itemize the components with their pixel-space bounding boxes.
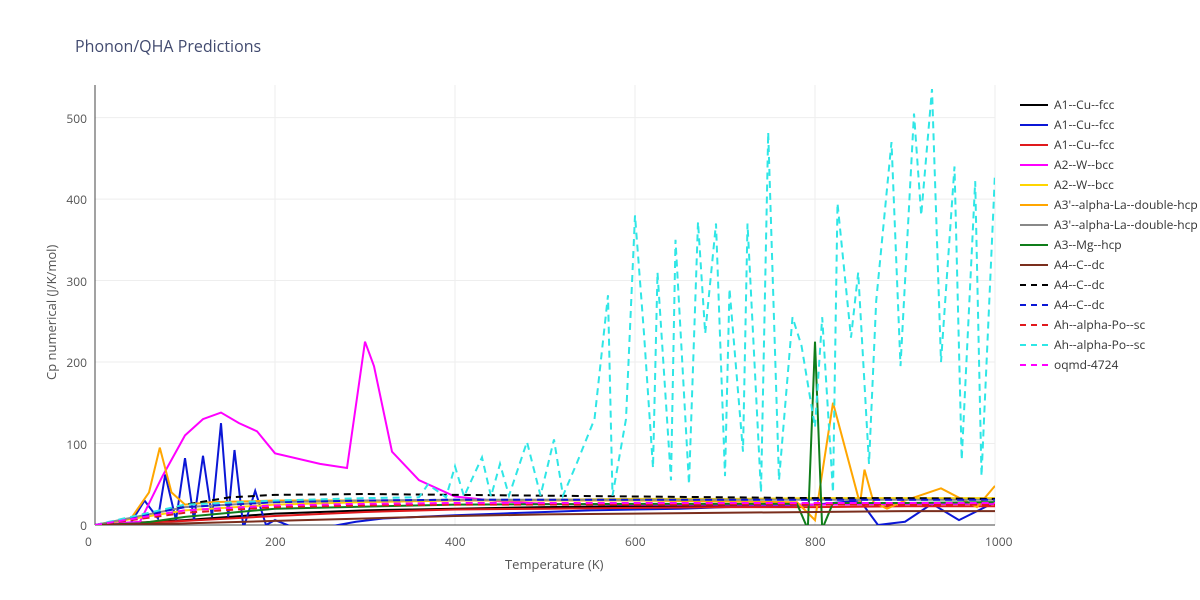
legend-item[interactable]: A1--Cu--fcc: [1020, 135, 1198, 155]
y-tick-label: 200: [66, 354, 87, 371]
legend-item[interactable]: Ah--alpha-Po--sc: [1020, 315, 1198, 335]
legend-item[interactable]: A3'--alpha-La--double-hcp: [1020, 195, 1198, 215]
legend-label: A2--W--bcc: [1054, 155, 1114, 175]
legend-swatch: [1020, 304, 1048, 307]
legend-swatch: [1020, 184, 1048, 187]
legend-swatch: [1020, 324, 1048, 327]
y-tick-label: 400: [66, 191, 87, 208]
y-tick-label: 100: [66, 436, 87, 453]
legend-label: A1--Cu--fcc: [1054, 115, 1114, 135]
legend-item[interactable]: A2--W--bcc: [1020, 175, 1198, 195]
legend-item[interactable]: A2--W--bcc: [1020, 155, 1198, 175]
legend-swatch: [1020, 204, 1048, 207]
legend-label: A4--C--dc: [1054, 255, 1105, 275]
legend-item[interactable]: A4--C--dc: [1020, 275, 1198, 295]
legend-item[interactable]: A4--C--dc: [1020, 295, 1198, 315]
legend-label: A3'--alpha-La--double-hcp: [1054, 195, 1198, 215]
legend-item[interactable]: A1--Cu--fcc: [1020, 115, 1198, 135]
legend-swatch: [1020, 104, 1048, 107]
legend-label: Ah--alpha-Po--sc: [1054, 335, 1145, 355]
y-tick-label: 300: [66, 273, 87, 290]
y-tick-label: 500: [66, 110, 87, 127]
legend-label: A4--C--dc: [1054, 275, 1105, 295]
legend-item[interactable]: A3'--alpha-La--double-hcp: [1020, 215, 1198, 235]
legend-label: A2--W--bcc: [1054, 175, 1114, 195]
legend-item[interactable]: A4--C--dc: [1020, 255, 1198, 275]
legend-swatch: [1020, 164, 1048, 167]
legend-swatch: [1020, 224, 1048, 227]
legend-swatch: [1020, 264, 1048, 267]
legend-swatch: [1020, 364, 1048, 367]
legend-label: A3'--alpha-La--double-hcp: [1054, 215, 1198, 235]
legend[interactable]: A1--Cu--fccA1--Cu--fccA1--Cu--fccA2--W--…: [1020, 95, 1198, 375]
legend-item[interactable]: oqmd-4724: [1020, 355, 1198, 375]
legend-item[interactable]: A1--Cu--fcc: [1020, 95, 1198, 115]
legend-item[interactable]: Ah--alpha-Po--sc: [1020, 335, 1198, 355]
legend-swatch: [1020, 284, 1048, 287]
legend-label: A1--Cu--fcc: [1054, 135, 1114, 155]
legend-swatch: [1020, 244, 1048, 247]
legend-label: A4--C--dc: [1054, 295, 1105, 315]
legend-swatch: [1020, 344, 1048, 347]
x-tick-label: 200: [265, 533, 286, 550]
x-tick-label: 600: [625, 533, 646, 550]
legend-swatch: [1020, 144, 1048, 147]
legend-label: Ah--alpha-Po--sc: [1054, 315, 1145, 335]
x-tick-label: 400: [445, 533, 466, 550]
legend-label: oqmd-4724: [1054, 355, 1118, 375]
y-tick-label: 0: [80, 517, 87, 534]
legend-label: A1--Cu--fcc: [1054, 95, 1114, 115]
legend-label: A3--Mg--hcp: [1054, 235, 1122, 255]
series-line[interactable]: [95, 89, 995, 525]
legend-item[interactable]: A3--Mg--hcp: [1020, 235, 1198, 255]
x-tick-label: 800: [805, 533, 826, 550]
legend-swatch: [1020, 124, 1048, 127]
x-tick-label: 1000: [985, 533, 1012, 550]
x-tick-label: 0: [85, 533, 92, 550]
